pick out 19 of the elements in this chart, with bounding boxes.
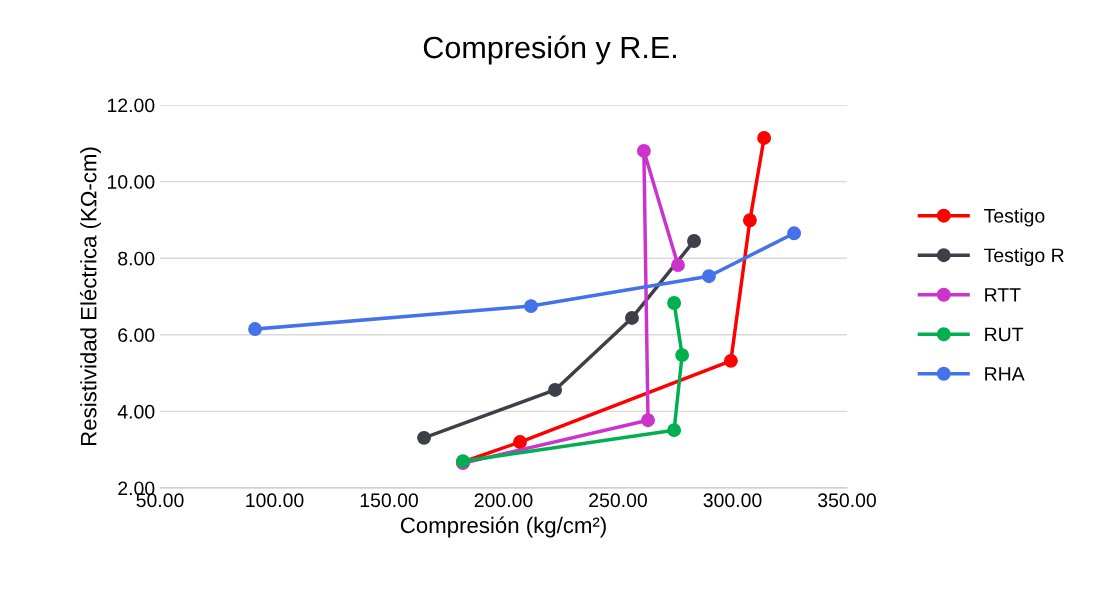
- y-tick-label: 8.00: [118, 251, 155, 266]
- legend-label: RTT: [985, 288, 1021, 302]
- y-tick-label: 4.00: [117, 404, 155, 419]
- legend-label: RUT: [985, 327, 1024, 342]
- chart-title: Compresión y R.E.: [423, 35, 676, 65]
- legend-label: Testigo R: [984, 247, 1064, 267]
- y-tick-label: 12.00: [107, 98, 155, 113]
- x-tick-label: 350.00: [818, 493, 876, 508]
- legend-label: RHA: [985, 367, 1025, 381]
- legend-label: Testigo: [984, 208, 1045, 227]
- x-tick-label: 300.00: [703, 493, 762, 508]
- y-tick-label: 6.00: [118, 328, 155, 343]
- x-tick-label: 200.00: [474, 493, 533, 508]
- x-tick-label: 150.00: [360, 493, 418, 508]
- y-axis-title: Resistividad Eléctrica (KΩ-cm): [79, 147, 101, 445]
- y-tick-label: 10.00: [107, 175, 155, 189]
- x-axis-title: Compresión (kg/cm²): [400, 516, 606, 538]
- x-tick-label: 100.00: [246, 493, 304, 508]
- x-tick-label: 250.00: [589, 493, 647, 508]
